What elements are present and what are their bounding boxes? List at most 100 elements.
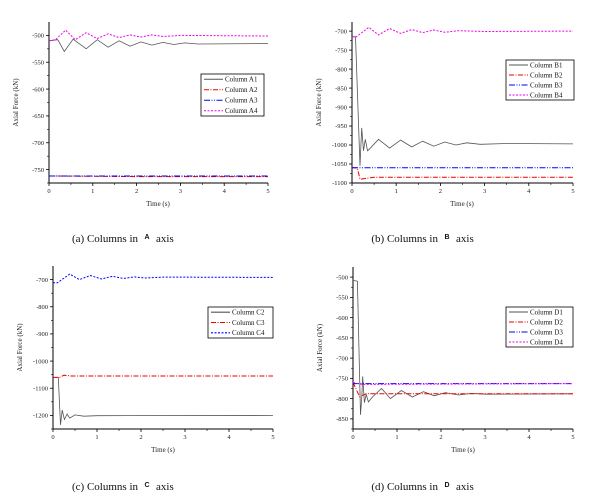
series-line-column-d1: [352, 280, 574, 415]
caption-text: (b) Columns in: [371, 233, 438, 245]
legend-label: Column B2: [530, 71, 563, 79]
legend: Column D1 Column D2 Column D3 Column D4: [505, 306, 574, 348]
y-tick-label: -600: [32, 86, 44, 93]
legend-label: Column D4: [530, 338, 563, 346]
caption-suffix: axis: [156, 481, 174, 493]
y-tick-label: -750: [32, 167, 44, 174]
legend-label: Column C2: [232, 308, 265, 316]
x-tick-label: 2: [139, 434, 142, 441]
x-tick-label: 3: [183, 434, 186, 441]
y-tick-label: -800: [36, 304, 48, 311]
legend-label: Column C4: [232, 329, 265, 337]
legend-label: Column D3: [530, 328, 563, 336]
series-line-column-c2: [53, 377, 274, 425]
y-tick-label: -750: [335, 47, 347, 54]
series-line-column-d2: [352, 382, 573, 398]
series-line-column-b1: [352, 36, 574, 166]
y-tick-label: -950: [335, 123, 347, 130]
series-line-column-a4: [48, 29, 269, 42]
y-tick-label: -850: [336, 416, 348, 423]
x-tick-label: 4: [223, 188, 227, 195]
x-tick-label: 1: [395, 434, 398, 441]
legend-label: Column B3: [530, 81, 563, 89]
subplot-c: 0 1 2 3 4 5 -700 -800 -900 -1000 -1100 -1200 Time (s…: [16, 266, 275, 493]
x-tick-label: 4: [527, 188, 531, 195]
y-tick-label: -800: [335, 66, 347, 73]
legend-label: Column A4: [225, 107, 258, 115]
legend-label: Column A2: [225, 86, 258, 94]
y-tick-label: -900: [335, 104, 347, 111]
caption-text: (d) Columns in: [371, 481, 438, 493]
x-tick-label: 1: [395, 188, 398, 195]
subplot-a: 0 1 2 3 4 5 -500 -550 -600 -650 -700 -750 Time (s) Ax…: [12, 22, 270, 245]
caption-suffix: axis: [156, 233, 174, 245]
x-tick-label: 2: [135, 188, 138, 195]
x-tick-label: 2: [439, 188, 442, 195]
legend: Column A1 Column A2 Column A3 Column A4: [200, 73, 265, 117]
legend: Column B1 Column B2 Column B3 Column B4: [505, 59, 575, 101]
x-tick-label: 2: [439, 434, 442, 441]
y-tick-label: -600: [336, 315, 348, 322]
y-tick-label: -1050: [332, 161, 347, 168]
legend-box: [505, 306, 574, 348]
x-tick-label: 3: [179, 188, 182, 195]
caption-text: (a) Columns in: [72, 233, 138, 245]
series-line-column-b2: [352, 167, 573, 180]
y-tick-label: -700: [335, 28, 347, 35]
legend-label: Column A3: [225, 97, 258, 105]
y-tick-label: -1100: [332, 180, 347, 187]
caption-axis-symbol: C: [144, 482, 149, 489]
legend-box: [200, 73, 265, 117]
x-axis-label: Time (s): [451, 446, 475, 454]
legend-label: Column C3: [232, 319, 265, 327]
y-tick-label: -1200: [33, 413, 48, 420]
y-tick-label: -500: [32, 33, 44, 40]
y-axis-label: Axial Force (kN): [12, 78, 20, 127]
x-tick-label: 5: [271, 434, 274, 441]
x-tick-label: 1: [91, 188, 94, 195]
legend-label: Column B1: [530, 61, 563, 69]
x-tick-label: 4: [527, 434, 531, 441]
x-tick-label: 3: [483, 188, 486, 195]
y-axis-label: Axial Force (kN): [316, 323, 324, 372]
y-tick-label: -700: [36, 277, 48, 284]
legend-label: Column D1: [530, 308, 563, 316]
x-tick-label: 5: [571, 188, 574, 195]
x-tick-label: 0: [47, 188, 50, 195]
x-axis-label: Time (s): [151, 446, 175, 454]
y-tick-label: -700: [336, 355, 348, 362]
y-tick-label: -500: [336, 274, 348, 281]
x-tick-label: 5: [571, 434, 574, 441]
subplot-d: 0 1 2 3 4 5 -500 -550 -600 -650 -700 -750 -800 -850 Ti…: [316, 267, 575, 493]
subplot-b: 0 1 2 3 4 5 -700 -750 -800 -850 -900 -950 -1000 -1050…: [315, 22, 575, 245]
series-line-column-b4: [352, 26, 574, 38]
caption-suffix: axis: [456, 481, 474, 493]
x-tick-label: 1: [95, 434, 98, 441]
legend-label: Column A1: [225, 76, 258, 84]
legend: Column C2 Column C3 Column C4: [207, 306, 274, 339]
y-tick-label: -850: [335, 85, 347, 92]
series-line-column-c4: [53, 273, 274, 284]
caption-axis-symbol: D: [444, 482, 449, 489]
y-tick-label: -1000: [33, 358, 48, 365]
y-tick-label: -700: [32, 140, 44, 147]
y-tick-label: -750: [336, 376, 348, 383]
x-tick-label: 5: [266, 188, 269, 195]
y-tick-label: -650: [32, 113, 44, 120]
y-tick-label: -800: [336, 396, 348, 403]
caption-axis-symbol: B: [444, 234, 449, 241]
legend-box: [505, 59, 575, 101]
series-line-column-a1: [48, 38, 269, 53]
y-tick-label: -550: [32, 59, 44, 66]
x-axis-label: Time (s): [450, 200, 474, 208]
y-axis-label: Axial Force (kN): [16, 323, 24, 372]
x-tick-label: 0: [351, 434, 354, 441]
caption-text: (c) Columns in: [72, 481, 138, 493]
x-axis-label: Time (s): [146, 200, 170, 208]
y-axis-label: Axial Force (kN): [315, 78, 323, 127]
y-tick-label: -1000: [332, 142, 347, 149]
